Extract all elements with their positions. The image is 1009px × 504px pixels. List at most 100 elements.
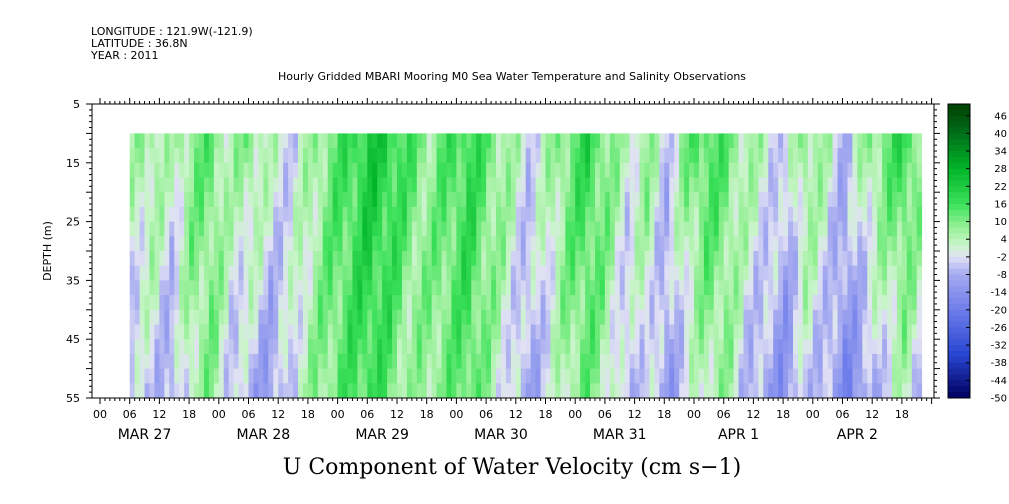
heatmap-cell bbox=[793, 324, 799, 340]
heatmap-cell bbox=[476, 368, 482, 384]
heatmap-cell bbox=[654, 295, 660, 311]
heatmap-cell bbox=[778, 162, 784, 178]
heatmap-cell bbox=[867, 280, 873, 296]
heatmap-cell bbox=[312, 148, 319, 164]
heatmap-cell bbox=[194, 265, 200, 281]
heatmap-cell bbox=[466, 295, 472, 311]
heatmap-cell bbox=[510, 295, 517, 311]
heatmap-cell bbox=[758, 162, 764, 178]
heatmap-cell bbox=[327, 280, 334, 296]
heatmap-cell bbox=[887, 353, 893, 369]
heatmap-cell bbox=[733, 309, 739, 325]
heatmap-cell bbox=[278, 265, 284, 281]
heatmap-cell bbox=[550, 221, 556, 237]
heatmap-cell bbox=[466, 339, 472, 355]
heatmap-cell bbox=[322, 133, 329, 149]
heatmap-cell bbox=[139, 324, 145, 340]
heatmap-cell bbox=[728, 251, 734, 267]
heatmap-cell bbox=[847, 339, 853, 355]
heatmap-cell bbox=[199, 368, 205, 384]
heatmap-cell bbox=[367, 251, 373, 267]
heatmap-cell bbox=[500, 383, 507, 399]
heatmap-cell bbox=[664, 339, 670, 355]
heatmap-cell bbox=[298, 383, 304, 399]
heatmap-cell bbox=[768, 133, 774, 149]
heatmap-cell bbox=[887, 295, 893, 311]
heatmap-cell bbox=[614, 280, 621, 296]
heatmap-cell bbox=[377, 324, 383, 340]
heatmap-cell bbox=[629, 324, 635, 340]
heatmap-cell bbox=[763, 353, 769, 369]
heatmap-cell bbox=[218, 383, 225, 399]
heatmap-cell bbox=[263, 162, 269, 178]
heatmap-cell bbox=[773, 265, 779, 281]
heatmap-cell bbox=[659, 368, 665, 384]
heatmap-cell bbox=[491, 236, 497, 252]
heatmap-cell bbox=[718, 162, 725, 178]
heatmap-cell bbox=[535, 383, 541, 399]
heatmap-cell bbox=[218, 324, 225, 340]
heatmap-cell bbox=[174, 368, 180, 384]
heatmap-cell bbox=[525, 236, 532, 252]
heatmap-cell bbox=[604, 353, 611, 369]
heatmap-cell bbox=[738, 280, 744, 296]
heatmap-cell bbox=[332, 309, 338, 325]
heatmap-cell bbox=[753, 192, 759, 208]
heatmap-cell bbox=[723, 295, 730, 311]
heatmap-cell bbox=[441, 383, 447, 399]
heatmap-cell bbox=[144, 324, 150, 340]
heatmap-cell bbox=[510, 192, 517, 208]
heatmap-cell bbox=[164, 162, 170, 178]
heatmap-cell bbox=[476, 295, 482, 311]
heatmap-cell bbox=[738, 339, 744, 355]
heatmap-cell bbox=[283, 133, 289, 149]
heatmap-cell bbox=[208, 221, 215, 237]
heatmap-cell bbox=[332, 177, 338, 193]
heatmap-cell bbox=[624, 280, 631, 296]
heatmap-cell bbox=[446, 206, 452, 222]
heatmap-cell bbox=[491, 162, 497, 178]
heatmap-cell bbox=[857, 295, 863, 311]
heatmap-cell bbox=[674, 148, 680, 164]
heatmap-cell bbox=[456, 265, 462, 281]
heatmap-cell bbox=[372, 324, 378, 340]
heatmap-cell bbox=[545, 324, 551, 340]
heatmap-cell bbox=[347, 383, 353, 399]
heatmap-cell bbox=[733, 148, 739, 164]
heatmap-cell bbox=[763, 383, 769, 399]
heatmap-cell bbox=[169, 280, 175, 296]
heatmap-cell bbox=[213, 221, 220, 237]
heatmap-cell bbox=[505, 339, 512, 355]
x-axis-label: U Component of Water Velocity (cm s−1) bbox=[283, 455, 741, 480]
heatmap-cell bbox=[446, 236, 452, 252]
heatmap-cell bbox=[337, 148, 343, 164]
heatmap-cell bbox=[179, 133, 185, 149]
heatmap-cell bbox=[203, 251, 210, 267]
heatmap-cell bbox=[674, 353, 680, 369]
heatmap-cell bbox=[827, 324, 833, 340]
heatmap-cell bbox=[248, 221, 254, 237]
heatmap-cell bbox=[540, 265, 546, 281]
heatmap-cell bbox=[278, 324, 284, 340]
heatmap-cell bbox=[496, 192, 502, 208]
heatmap-cell bbox=[258, 309, 264, 325]
heatmap-cell bbox=[179, 309, 185, 325]
heatmap-cell bbox=[852, 177, 858, 193]
heatmap-cell bbox=[911, 280, 918, 296]
heatmap-cell bbox=[892, 339, 898, 355]
heatmap-cell bbox=[139, 148, 145, 164]
heatmap-cell bbox=[669, 280, 675, 296]
heatmap-cell bbox=[194, 236, 200, 252]
heatmap-cell bbox=[624, 148, 631, 164]
x-day-label: APR 1 bbox=[718, 427, 759, 443]
heatmap-cell bbox=[283, 353, 289, 369]
heatmap-cell bbox=[728, 162, 734, 178]
heatmap-cell bbox=[599, 133, 606, 149]
heatmap-cell bbox=[441, 206, 447, 222]
heatmap-cell bbox=[322, 236, 329, 252]
heatmap-cell bbox=[397, 383, 403, 399]
heatmap-cell bbox=[312, 383, 319, 399]
heatmap-cell bbox=[857, 383, 863, 399]
heatmap-cell bbox=[288, 133, 294, 149]
heatmap-cell bbox=[199, 192, 205, 208]
